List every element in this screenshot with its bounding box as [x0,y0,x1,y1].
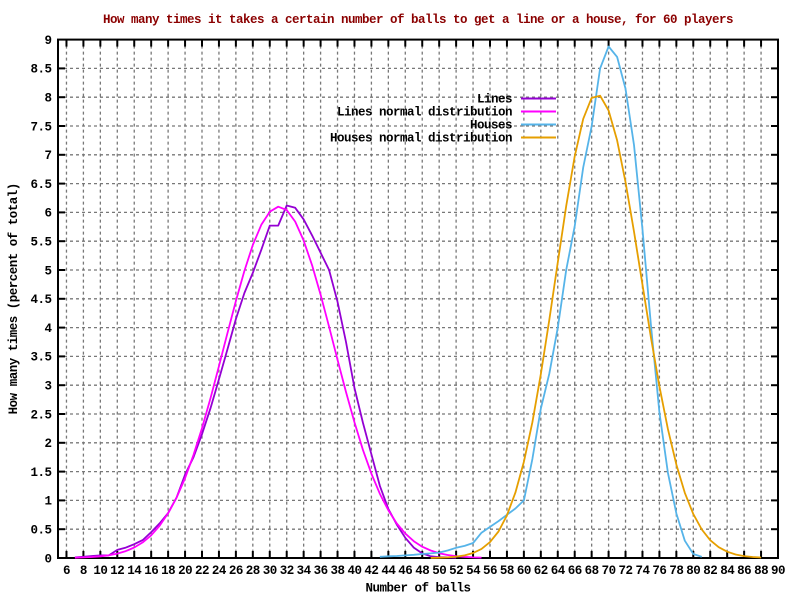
svg-text:60: 60 [517,564,531,578]
svg-text:72: 72 [618,564,632,578]
svg-text:90: 90 [771,564,785,578]
svg-text:7: 7 [44,149,51,163]
svg-text:56: 56 [483,564,497,578]
svg-text:20: 20 [178,564,192,578]
svg-text:5: 5 [44,264,51,278]
svg-text:44: 44 [381,564,396,578]
svg-text:0.5: 0.5 [30,524,51,538]
svg-text:42: 42 [364,564,378,578]
svg-text:6: 6 [44,207,51,221]
svg-text:50: 50 [432,564,446,578]
svg-text:82: 82 [703,564,717,578]
svg-text:How many times it takes a cert: How many times it takes a certain number… [103,13,733,27]
svg-text:10: 10 [93,564,107,578]
svg-text:38: 38 [330,564,344,578]
svg-text:Houses: Houses [470,119,512,133]
svg-text:46: 46 [398,564,412,578]
svg-text:48: 48 [415,564,429,578]
svg-text:12: 12 [110,564,124,578]
svg-text:How many times (percent of tot: How many times (percent of total) [7,183,21,414]
svg-text:24: 24 [212,564,227,578]
svg-text:54: 54 [466,564,481,578]
svg-text:86: 86 [737,564,751,578]
svg-text:0: 0 [44,552,51,566]
svg-text:68: 68 [585,564,599,578]
svg-text:6: 6 [63,564,70,578]
svg-text:88: 88 [754,564,768,578]
svg-text:28: 28 [246,564,260,578]
svg-text:Houses normal distribution: Houses normal distribution [330,132,512,146]
svg-text:8: 8 [80,564,87,578]
svg-text:32: 32 [280,564,294,578]
svg-text:9: 9 [44,34,51,48]
svg-text:8.5: 8.5 [30,63,51,77]
svg-text:5.5: 5.5 [30,236,51,250]
svg-text:22: 22 [195,564,209,578]
svg-text:6.5: 6.5 [30,178,51,192]
svg-text:Lines: Lines [477,93,512,107]
svg-text:62: 62 [534,564,548,578]
svg-text:16: 16 [144,564,158,578]
svg-text:66: 66 [568,564,582,578]
svg-text:70: 70 [602,564,616,578]
svg-text:4: 4 [44,322,52,336]
svg-text:34: 34 [297,564,312,578]
svg-text:8: 8 [44,92,51,106]
svg-text:76: 76 [652,564,666,578]
svg-text:80: 80 [686,564,700,578]
svg-text:64: 64 [551,564,566,578]
svg-text:26: 26 [229,564,243,578]
svg-text:74: 74 [635,564,650,578]
svg-text:78: 78 [669,564,683,578]
svg-text:3: 3 [44,380,51,394]
svg-text:18: 18 [161,564,175,578]
svg-text:2.5: 2.5 [30,408,51,422]
svg-text:4.5: 4.5 [30,293,51,307]
svg-text:3.5: 3.5 [30,351,51,365]
svg-text:14: 14 [127,564,142,578]
svg-text:40: 40 [347,564,361,578]
svg-text:7.5: 7.5 [30,120,51,134]
svg-text:52: 52 [449,564,463,578]
svg-text:Number of balls: Number of balls [365,582,470,596]
svg-text:36: 36 [314,564,328,578]
svg-text:58: 58 [500,564,514,578]
svg-text:1.5: 1.5 [30,466,51,480]
svg-text:Lines normal distribution: Lines normal distribution [337,106,512,120]
svg-text:84: 84 [720,564,735,578]
svg-text:30: 30 [263,564,277,578]
svg-text:2: 2 [44,437,51,451]
svg-text:1: 1 [44,495,51,509]
